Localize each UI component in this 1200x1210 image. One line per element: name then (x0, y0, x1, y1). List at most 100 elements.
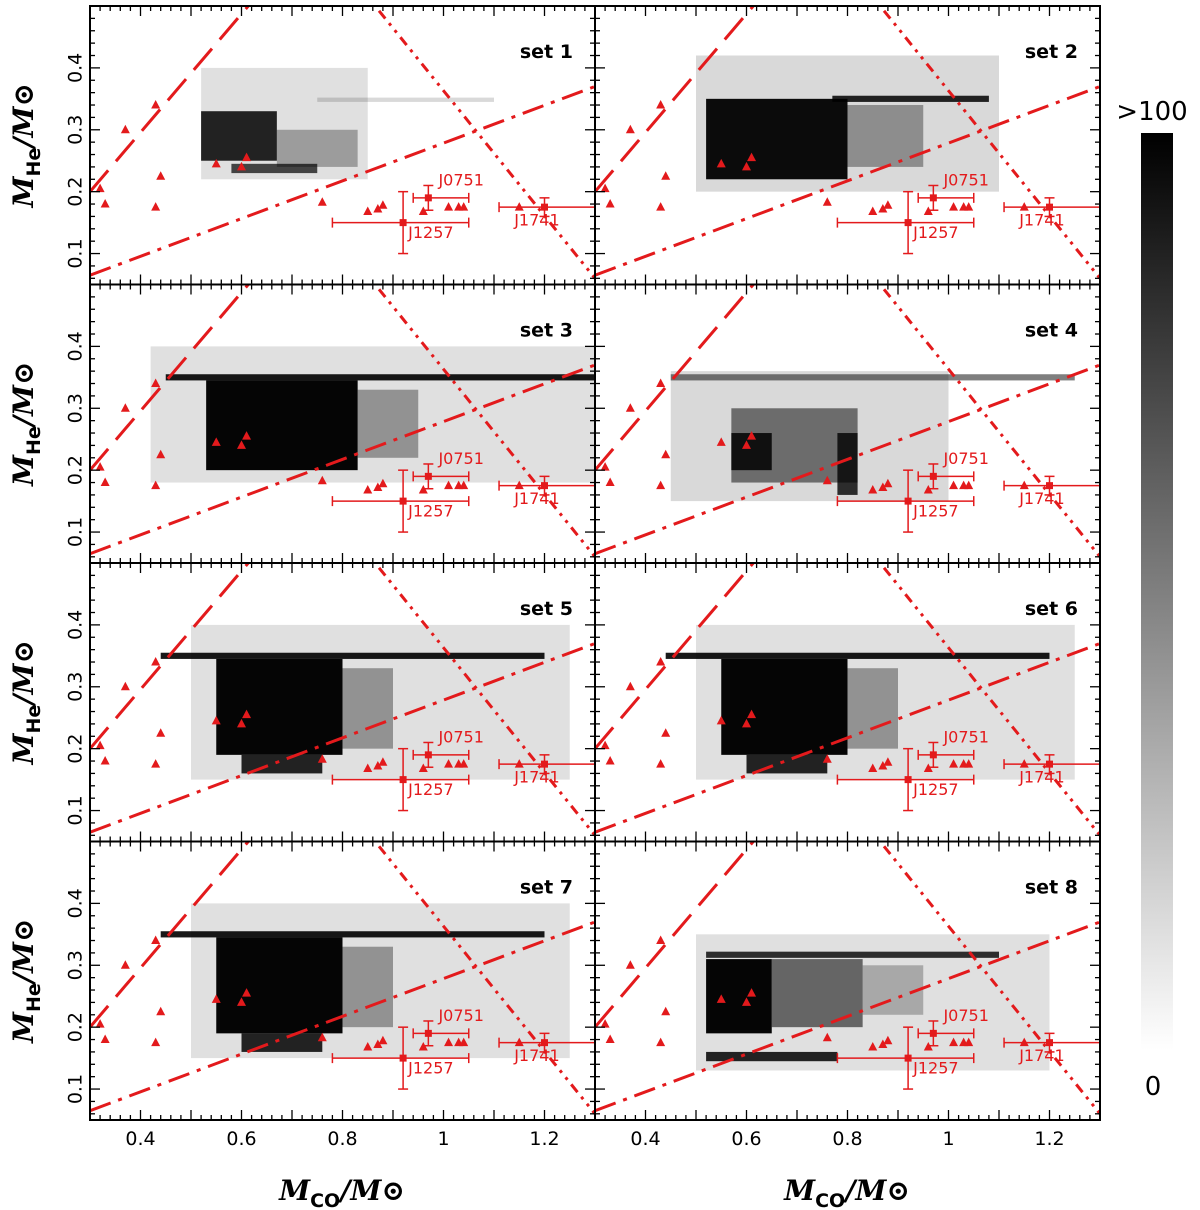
data-point-triangle (964, 759, 974, 768)
density-cell (216, 658, 343, 755)
data-point-triangle (656, 378, 666, 388)
data-point-triangle (600, 462, 610, 471)
observation-label: J1741 (1018, 211, 1064, 230)
data-point-triangle (378, 757, 388, 766)
data-point-triangle (600, 1019, 610, 1028)
reference-line-dashed (595, 6, 756, 193)
density-cell (721, 658, 848, 755)
y-axis-label-part: He (23, 426, 45, 455)
data-point-triangle (237, 440, 246, 449)
data-point-triangle (373, 203, 383, 213)
reference-line-dash-dot (595, 363, 1100, 556)
panel-5: J0751 J1257 J1741 0.1 0.2 0.3 0.4 set 5 (65, 562, 596, 843)
data-point-triangle (868, 1041, 878, 1051)
reference-line-dash-dot-dot (878, 6, 1100, 280)
y-axis-label-part: /M (7, 384, 40, 429)
y-tick-label: 0.3 (65, 950, 87, 980)
data-point-triangle (211, 158, 221, 168)
data-point-triangle (878, 760, 888, 770)
panel-label: set 2 (1025, 41, 1078, 63)
data-point-triangle (378, 200, 388, 209)
data-point-triangle (742, 161, 751, 171)
axis-labels: MHe/M⊙MHe/M⊙MHe/M⊙MHe/M⊙MCO/M⊙ MCO/M⊙ (7, 83, 910, 1210)
density-cell (216, 937, 343, 1034)
data-point-triangle (747, 709, 757, 719)
data-point-triangle (317, 475, 327, 485)
panel-2: J0751 J1257 J1741 set 2 (594, 5, 1101, 286)
observation-marker (929, 751, 937, 759)
y-axis-label-part: /M (7, 105, 40, 150)
y-axis-label-part: He (23, 983, 45, 1012)
data-point-triangle (625, 403, 635, 412)
data-point-triangle (605, 199, 615, 208)
observation-label: J1741 (513, 1046, 559, 1065)
data-point-triangle (418, 206, 428, 215)
data-point-triangle (747, 152, 757, 162)
panel-label: set 4 (1025, 320, 1078, 342)
data-point-triangle (237, 997, 246, 1006)
data-point-triangle (868, 206, 878, 215)
data-point-triangle (747, 431, 757, 440)
data-point-triangle (964, 1037, 974, 1047)
panel-plot-area: J0751 J1257 J1741 (595, 841, 1100, 1115)
reference-line-dashed (90, 6, 251, 193)
data-point-triangle (100, 1034, 110, 1044)
observation-marker (1046, 203, 1053, 211)
data-point-triangle (100, 477, 110, 487)
x-tick-label: 1 (942, 1128, 954, 1150)
data-point-triangle (605, 477, 615, 487)
observation-label: J0751 (437, 449, 483, 468)
data-point-triangle (237, 718, 246, 728)
data-point-triangle (156, 171, 166, 180)
colorbar-gradient (1141, 133, 1173, 1050)
y-tick-label: 0.3 (65, 672, 87, 702)
data-point-triangle (211, 715, 221, 725)
data-point-triangle (418, 484, 428, 494)
data-point-triangle (605, 756, 615, 765)
density-cell (342, 946, 393, 1028)
panel-plot-area: J0751 J1257 J1741 (90, 563, 595, 837)
density-cell (670, 374, 1075, 381)
data-point-triangle (317, 197, 327, 206)
data-point-triangle (923, 206, 933, 215)
y-axis-label-part: He (23, 705, 45, 734)
observation-label: J1741 (513, 768, 559, 787)
data-point-triangle (625, 124, 635, 134)
data-point-triangle (418, 763, 428, 772)
data-point-triangle (656, 759, 666, 768)
density-cell (317, 97, 494, 102)
observation-label: J1257 (912, 223, 958, 242)
observation-marker (904, 219, 912, 227)
x-tick-label: 0.8 (832, 1128, 862, 1150)
density-cell (665, 652, 1050, 659)
data-point-triangle (625, 960, 635, 969)
data-point-triangle (317, 754, 327, 763)
observation-marker (929, 194, 937, 202)
density-cell (160, 931, 545, 938)
observation-marker (929, 1029, 937, 1037)
observation-label: J1741 (1018, 1046, 1064, 1065)
data-point-triangle (95, 462, 105, 471)
data-point-triangle (444, 1037, 454, 1047)
data-point-triangle (151, 759, 161, 768)
data-point-triangle (242, 152, 252, 162)
observation-label: J1257 (912, 1059, 958, 1078)
data-point-triangle (120, 403, 130, 412)
y-axis-label: MHe/M⊙ (7, 919, 45, 1045)
data-point-triangle (151, 100, 161, 109)
panel-plot-area: J0751 J1257 J1741 (90, 284, 595, 558)
observation-label: J1257 (407, 780, 453, 799)
reference-line-dash-dot-dot (878, 841, 1100, 1115)
observation-marker (424, 1029, 432, 1037)
data-point-triangle (600, 183, 610, 193)
panel-4: J0751 J1257 J1741 set 4 (594, 283, 1101, 564)
colorbar: >100 0 (1116, 97, 1187, 1102)
y-axis-label-part: /M (7, 941, 40, 986)
data-point-triangle (656, 935, 666, 945)
data-point-triangle (444, 202, 454, 211)
observation-marker (1046, 760, 1053, 768)
data-point-triangle (964, 202, 974, 211)
x-tick-label: 0.6 (226, 1128, 256, 1150)
data-point-triangle (822, 475, 832, 485)
density-cell (206, 380, 358, 471)
